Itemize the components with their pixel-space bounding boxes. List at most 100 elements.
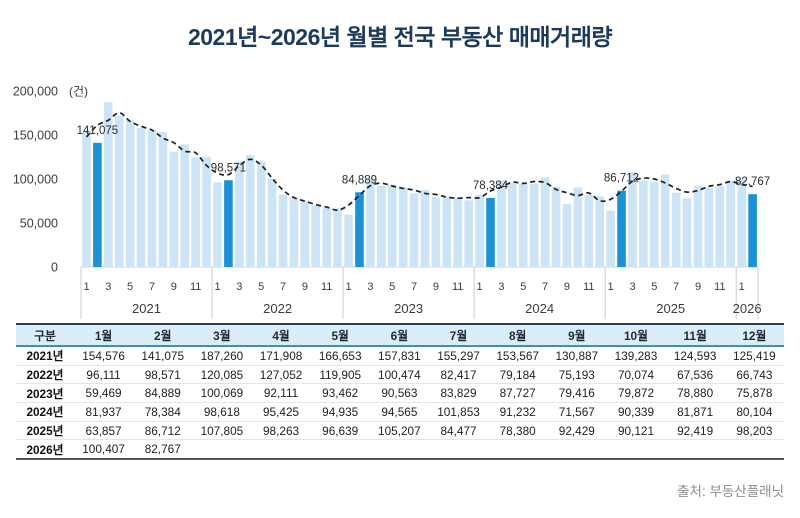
value-cell: 120,085 xyxy=(192,365,252,385)
table-row: 2025년 63,857 86,712 107,805 98,263 96,639 105,… xyxy=(16,421,784,441)
value-cell: 66,743 xyxy=(724,365,784,385)
value-cell: 96,111 xyxy=(74,365,134,385)
x-tick-label: 3 xyxy=(236,281,242,293)
bar-value-label: 98,571 xyxy=(211,162,246,174)
value-cell xyxy=(192,439,252,460)
x-tick-label: 11 xyxy=(321,281,332,293)
bar xyxy=(278,194,288,267)
bar xyxy=(377,185,386,267)
x-tick-label: 1 xyxy=(214,281,220,293)
x-tick-label: 5 xyxy=(520,281,526,293)
value-cell: 98,203 xyxy=(724,421,784,441)
bar-value-label: 78,384 xyxy=(473,180,509,192)
y-tick-label: 0 xyxy=(51,261,58,275)
value-cell xyxy=(428,439,489,460)
bar xyxy=(660,174,670,267)
value-cell: 124,593 xyxy=(665,346,725,366)
month-header-cell: 8월 xyxy=(488,324,548,347)
value-cell: 94,565 xyxy=(369,402,429,422)
highlighted-bar xyxy=(748,194,757,267)
bar xyxy=(333,208,342,267)
x-tick-label: 5 xyxy=(389,281,395,293)
x-tick-label: 3 xyxy=(498,281,504,293)
bar xyxy=(256,161,266,267)
value-cell: 71,567 xyxy=(547,402,607,422)
bar xyxy=(169,151,179,267)
bar xyxy=(628,172,637,267)
bar xyxy=(431,197,441,267)
value-cell: 100,474 xyxy=(369,365,429,385)
value-cell: 98,618 xyxy=(192,402,252,422)
value-cell: 98,263 xyxy=(251,421,311,441)
bar xyxy=(529,183,539,267)
x-tick-label: 5 xyxy=(258,281,264,293)
value-cell: 92,429 xyxy=(547,421,607,441)
x-tick-label: 9 xyxy=(695,281,701,293)
month-header-cell: 11월 xyxy=(665,324,725,347)
bar xyxy=(508,183,517,267)
year-row-header: 2021년 xyxy=(16,346,74,366)
value-cell: 119,905 xyxy=(310,365,370,385)
bar xyxy=(311,205,321,267)
x-tick-label: 5 xyxy=(651,281,657,293)
value-cell: 153,567 xyxy=(488,346,548,366)
year-row-header: 2025년 xyxy=(16,421,74,441)
year-label: 2023 xyxy=(394,301,423,316)
table-row: 2023년 59,469 84,889 100,069 92,111 93,462 90,5… xyxy=(16,383,784,404)
value-cell: 92,419 xyxy=(665,421,725,441)
x-tick-label: 9 xyxy=(433,281,439,293)
value-cell: 92,111 xyxy=(251,383,311,404)
year-row-header: 2024년 xyxy=(16,402,74,422)
bar xyxy=(180,144,190,267)
bar xyxy=(573,187,583,267)
value-cell: 105,207 xyxy=(369,421,429,441)
value-cell xyxy=(547,439,607,460)
bar xyxy=(442,196,452,267)
value-cell: 101,853 xyxy=(428,402,489,422)
value-cell: 91,232 xyxy=(488,402,548,422)
x-tick-label: 7 xyxy=(280,281,286,293)
value-cell: 59,469 xyxy=(74,383,134,404)
value-cell: 100,407 xyxy=(74,439,134,460)
bar xyxy=(191,157,200,267)
year-label: 2022 xyxy=(263,301,292,316)
value-cell: 127,052 xyxy=(251,365,311,385)
value-cell: 90,121 xyxy=(606,421,666,441)
bar xyxy=(82,130,91,267)
bar xyxy=(322,207,331,267)
x-tick-label: 7 xyxy=(149,281,155,293)
bar xyxy=(300,200,310,267)
value-cell: 79,872 xyxy=(606,383,666,404)
bar xyxy=(398,187,408,267)
value-cell: 63,857 xyxy=(74,421,134,441)
bar xyxy=(114,115,124,267)
month-header-cell: 5월 xyxy=(310,324,370,347)
bar xyxy=(235,161,244,267)
value-cell: 130,887 xyxy=(547,346,607,366)
bar xyxy=(147,130,157,267)
y-tick-label: 150,000 xyxy=(13,129,58,143)
value-cell: 95,425 xyxy=(251,402,311,422)
value-cell: 187,260 xyxy=(192,346,252,366)
x-tick-label: 11 xyxy=(714,281,725,293)
table-row: 2026년 100,407 82,767 xyxy=(16,439,784,460)
value-cell: 107,805 xyxy=(192,421,252,441)
month-header-cell: 4월 xyxy=(251,324,311,347)
bar xyxy=(420,189,430,267)
year-label: 2021 xyxy=(132,301,161,316)
bar xyxy=(606,210,615,267)
bar xyxy=(453,197,463,267)
value-cell: 93,462 xyxy=(310,383,370,404)
x-tick-label: 1 xyxy=(739,281,745,293)
year-row-header: 2022년 xyxy=(16,365,74,385)
value-cell: 155,297 xyxy=(428,346,489,366)
table-row: 2024년 81,937 78,384 98,618 95,425 94,935 94,56… xyxy=(16,402,784,422)
value-cell: 81,937 xyxy=(74,402,134,422)
x-tick-label: 3 xyxy=(367,281,373,293)
bar xyxy=(245,155,255,267)
trend-line xyxy=(85,111,753,212)
x-tick-label: 9 xyxy=(564,281,570,293)
month-header-cell: 10월 xyxy=(606,324,666,347)
value-cell: 154,576 xyxy=(74,346,134,366)
highlighted-bar xyxy=(486,198,495,267)
